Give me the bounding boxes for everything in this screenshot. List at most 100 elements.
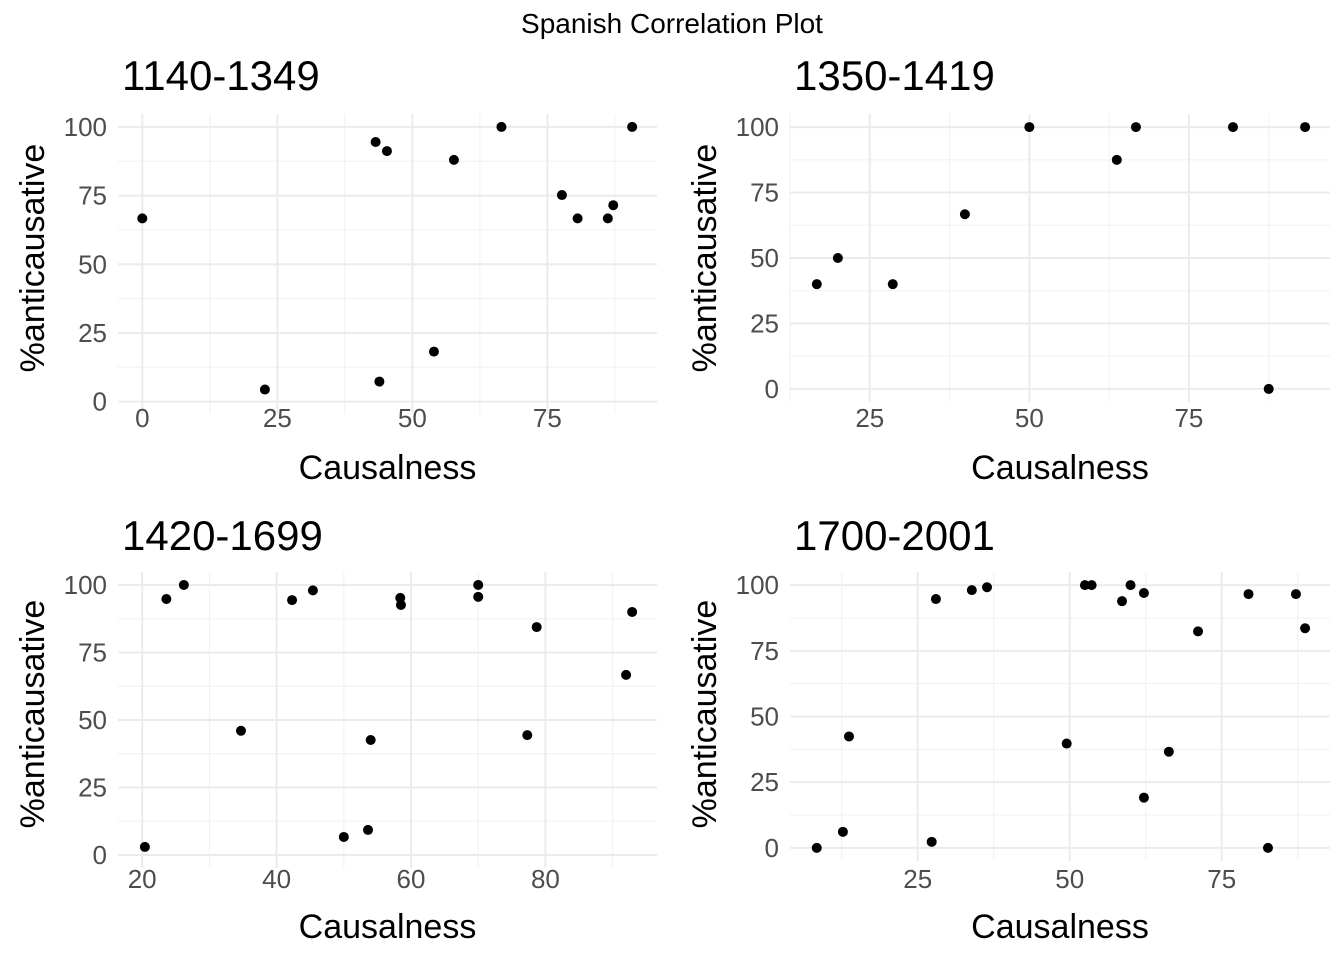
data-point bbox=[363, 824, 374, 835]
x-tick-label: 25 bbox=[263, 403, 292, 433]
data-point bbox=[365, 734, 376, 745]
data-point bbox=[982, 582, 993, 593]
y-tick-label: 100 bbox=[64, 112, 107, 142]
data-point bbox=[1300, 122, 1311, 133]
data-point bbox=[602, 213, 613, 224]
data-point bbox=[1061, 738, 1072, 749]
y-tick-label: 100 bbox=[64, 570, 107, 600]
y-tick-label: 25 bbox=[750, 308, 779, 338]
panel-title: 1700-2001 bbox=[794, 512, 995, 559]
x-tick-label: 50 bbox=[1055, 864, 1084, 894]
y-tick-label: 75 bbox=[750, 636, 779, 666]
data-point bbox=[473, 591, 484, 602]
x-tick-label: 75 bbox=[1207, 864, 1236, 894]
data-point bbox=[1262, 842, 1273, 853]
x-tick-label: 80 bbox=[531, 864, 560, 894]
data-point bbox=[1263, 383, 1274, 394]
x-tick-label: 60 bbox=[397, 864, 426, 894]
y-tick-label: 0 bbox=[765, 833, 779, 863]
y-tick-label: 100 bbox=[736, 570, 779, 600]
data-point bbox=[137, 213, 148, 224]
data-point bbox=[1163, 746, 1174, 757]
x-axis-label: Causalness bbox=[299, 908, 477, 946]
data-point bbox=[235, 725, 246, 736]
data-point bbox=[381, 146, 392, 157]
data-point bbox=[627, 606, 638, 617]
data-point bbox=[287, 595, 298, 606]
data-point bbox=[1130, 122, 1141, 133]
data-point bbox=[1111, 154, 1122, 165]
data-point bbox=[259, 384, 270, 395]
data-point bbox=[627, 121, 638, 132]
data-point bbox=[811, 279, 822, 290]
x-axis-label: Causalness bbox=[971, 908, 1149, 946]
y-tick-label: 0 bbox=[93, 840, 107, 870]
data-point bbox=[843, 731, 854, 742]
data-point bbox=[1138, 588, 1149, 599]
y-tick-label: 25 bbox=[78, 318, 107, 348]
panel-1140-1349: 0 25 50 75 0 25 50 75 100 1140-1349 Causalness %ant… bbox=[14, 52, 657, 487]
data-point bbox=[1227, 122, 1238, 133]
data-point bbox=[522, 730, 533, 741]
data-point bbox=[1243, 589, 1254, 600]
y-tick-label: 75 bbox=[78, 637, 107, 667]
y-tick-label: 0 bbox=[765, 374, 779, 404]
panel-1350-1419: 25 50 75 0 25 50 75 100 1350-1419 Causalness %anti… bbox=[686, 52, 1330, 487]
x-axis-label: Causalness bbox=[971, 449, 1149, 487]
figure-title: Spanish Correlation Plot bbox=[521, 8, 823, 39]
y-tick-label: 50 bbox=[750, 243, 779, 273]
y-tick-label: 25 bbox=[750, 767, 779, 797]
data-point bbox=[1193, 626, 1204, 637]
data-point bbox=[1117, 596, 1128, 607]
y-tick-label: 50 bbox=[78, 249, 107, 279]
data-point bbox=[887, 279, 898, 290]
data-point bbox=[621, 669, 632, 680]
data-point bbox=[966, 585, 977, 596]
data-point bbox=[1125, 580, 1136, 591]
data-point bbox=[832, 253, 843, 263]
data-point bbox=[178, 579, 189, 590]
data-point bbox=[1024, 122, 1035, 133]
x-tick-label: 75 bbox=[1174, 403, 1203, 433]
y-axis-label: %anticausative bbox=[686, 144, 724, 373]
data-point bbox=[926, 836, 937, 847]
data-point bbox=[837, 826, 848, 837]
data-point bbox=[959, 209, 970, 220]
x-tick-label: 25 bbox=[903, 864, 932, 894]
data-point bbox=[930, 594, 941, 605]
data-point bbox=[370, 137, 381, 148]
x-tick-label: 40 bbox=[262, 864, 291, 894]
data-point bbox=[608, 200, 619, 211]
data-point bbox=[428, 346, 439, 357]
y-axis-label: %anticausative bbox=[14, 144, 52, 373]
data-point bbox=[139, 841, 150, 852]
y-tick-label: 75 bbox=[78, 181, 107, 211]
y-tick-label: 100 bbox=[736, 112, 779, 142]
data-point bbox=[556, 190, 567, 201]
data-point bbox=[1086, 580, 1097, 591]
x-tick-label: 50 bbox=[398, 403, 427, 433]
panel-1700-2001: 25 50 75 0 25 50 75 100 1700-2001 Causalness %anti… bbox=[686, 512, 1330, 946]
data-point bbox=[572, 213, 583, 224]
data-point bbox=[374, 376, 385, 387]
x-tick-label: 20 bbox=[128, 864, 157, 894]
data-point bbox=[338, 831, 349, 842]
data-point bbox=[811, 842, 822, 853]
panel-title: 1140-1349 bbox=[122, 52, 320, 99]
data-point bbox=[161, 594, 172, 605]
y-axis-label: %anticausative bbox=[686, 600, 724, 829]
panel-title: 1420-1699 bbox=[122, 512, 323, 559]
data-point bbox=[1300, 623, 1311, 634]
data-point bbox=[531, 622, 542, 633]
y-tick-label: 75 bbox=[750, 178, 779, 208]
panel-1420-1699: 20 40 60 80 0 25 50 75 100 1420-1699 Causalness %an… bbox=[14, 512, 657, 946]
y-axis-label: %anticausative bbox=[14, 600, 52, 829]
data-point bbox=[307, 585, 318, 596]
data-point bbox=[496, 121, 507, 132]
x-tick-label: 50 bbox=[1015, 403, 1044, 433]
y-tick-label: 25 bbox=[78, 773, 107, 803]
data-point bbox=[1138, 792, 1149, 803]
x-tick-label: 75 bbox=[533, 403, 562, 433]
data-point bbox=[448, 154, 459, 165]
